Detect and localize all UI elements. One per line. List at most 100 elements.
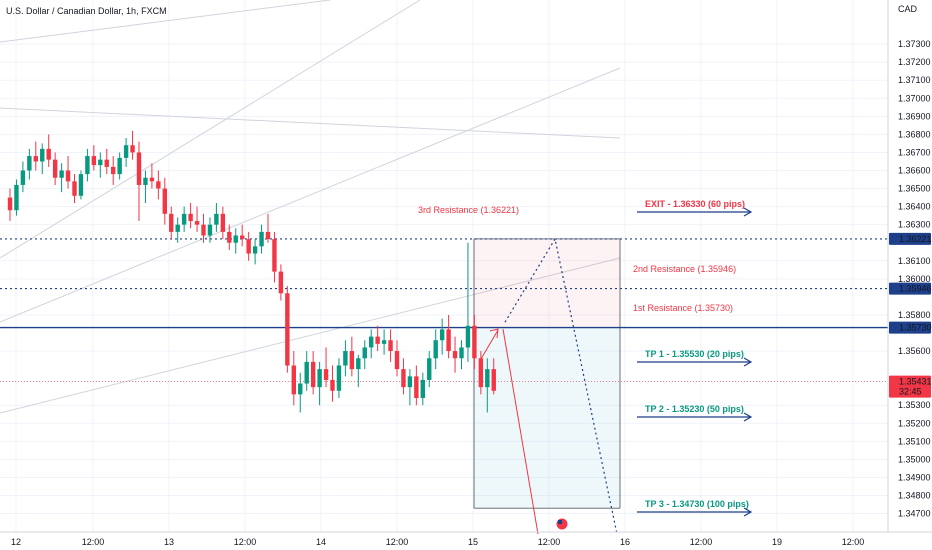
price-badge-label: 1.36221 (899, 234, 932, 244)
price-tick-label: 1.36600 (898, 166, 931, 176)
candle-body (252, 246, 258, 254)
price-badge-label: 1.35730 (899, 323, 932, 333)
candle-body (401, 369, 406, 388)
target-label: TP 3 - 1.34730 (100 pips) (645, 499, 749, 509)
candle-body (439, 329, 445, 341)
candle-body (194, 221, 200, 225)
trendline (0, 107, 621, 139)
price-badge (889, 375, 931, 398)
trendlines (0, 0, 621, 414)
levels (0, 238, 888, 382)
candle-body (123, 145, 129, 158)
candle-body (20, 170, 26, 185)
candle-body (420, 379, 425, 398)
price-tick-label: 1.36100 (898, 256, 931, 266)
candle-body (104, 159, 109, 167)
price-tick-label: 1.36900 (898, 111, 931, 121)
candle-body (227, 231, 232, 243)
price-tick-label: 1.37200 (898, 57, 931, 67)
price-tick-label: 1.36000 (898, 274, 931, 284)
candle-body (446, 329, 451, 352)
candle-body (285, 293, 290, 366)
price-tick-label: 1.35800 (898, 310, 931, 320)
price-tick-label: 1.35100 (898, 436, 931, 446)
candle-body (181, 213, 187, 225)
candle-body (220, 213, 226, 232)
candle-body (478, 358, 484, 388)
candle-body (14, 184, 19, 211)
candle-body (272, 239, 277, 272)
target-label: TP 2 - 1.35230 (50 pips) (645, 404, 744, 414)
candle-body (40, 148, 45, 162)
price-badge (889, 321, 931, 334)
candle-body (291, 365, 296, 395)
stop-zone (473, 238, 621, 328)
time-tick-label: 14 (316, 537, 326, 547)
price-tick-label: 1.36700 (898, 147, 931, 157)
zones (473, 238, 621, 509)
candle-body (394, 351, 400, 370)
candle-body (246, 239, 251, 254)
target-zone (473, 327, 621, 509)
price-tick-label: 1.35000 (898, 454, 931, 464)
candle-body (156, 181, 161, 189)
price-badge-label: 1.35431 (899, 377, 932, 387)
trendline (0, 67, 621, 323)
price-tick-label: 1.37300 (898, 39, 931, 49)
price-axis: 1.37300 1.37200 1.37100 1.37000 1.36900 1.368… (887, 0, 932, 550)
candle-body (91, 156, 97, 166)
target-label: EXIT - 1.36330 (60 pips) (645, 199, 745, 209)
candle-body (72, 181, 77, 196)
candle-body (452, 351, 458, 359)
candle-body (459, 347, 464, 359)
candle-body (485, 369, 490, 388)
short-arrow (502, 328, 539, 535)
grid (0, 0, 888, 532)
candle-body (149, 177, 155, 182)
candle-body (85, 156, 90, 175)
target-arrow-head (743, 207, 753, 217)
resistance-label: 1st Resistance (1.35730) (633, 303, 733, 313)
candle-body (336, 365, 342, 391)
time-tick-label: 12:00 (538, 537, 561, 547)
time-tick-label: 15 (468, 537, 478, 547)
time-tick-label: 12 (11, 537, 21, 547)
candle-body (310, 361, 316, 388)
candle-body (472, 325, 477, 359)
candle-body (323, 369, 329, 380)
price-tick-label: 1.35300 (898, 400, 931, 410)
candle-body (207, 224, 213, 236)
candle-body (117, 157, 122, 175)
candle-body (330, 379, 335, 391)
candle-body (98, 159, 103, 166)
candle-body (175, 224, 180, 232)
price-tick-label: 1.34700 (898, 509, 931, 519)
time-axis: 12 12:00 13 12:00 14 12:00 15 12:00 16 12:00 19 12:… (0, 531, 932, 547)
candle-body (388, 340, 393, 352)
candle-body (240, 235, 245, 240)
time-tick-label: 19 (772, 537, 782, 547)
currency-label: CAD (898, 4, 918, 14)
candles (7, 130, 496, 413)
target-arrow-head (743, 357, 753, 367)
target-arrow-head (743, 412, 753, 422)
price-axis-bg (888, 0, 932, 550)
candle-body (433, 340, 438, 359)
price-badge (889, 232, 931, 245)
candle-body (65, 170, 71, 182)
candle-body (7, 197, 13, 211)
candle-body (59, 170, 64, 178)
price-tick-label: 1.36300 (898, 220, 931, 230)
price-tick-label: 1.37000 (898, 93, 931, 103)
candle-body (259, 231, 264, 247)
candle-body (46, 148, 51, 160)
price-tick-label: 1.36500 (898, 184, 931, 194)
candle-body (111, 166, 116, 175)
candle-body (278, 271, 284, 294)
price-tick-label: 1.34900 (898, 472, 931, 482)
time-tick-label: 12:00 (386, 537, 409, 547)
candle-body (52, 159, 58, 178)
resistance-label: 3rd Resistance (1.36221) (418, 205, 519, 215)
candle-body (427, 358, 432, 380)
